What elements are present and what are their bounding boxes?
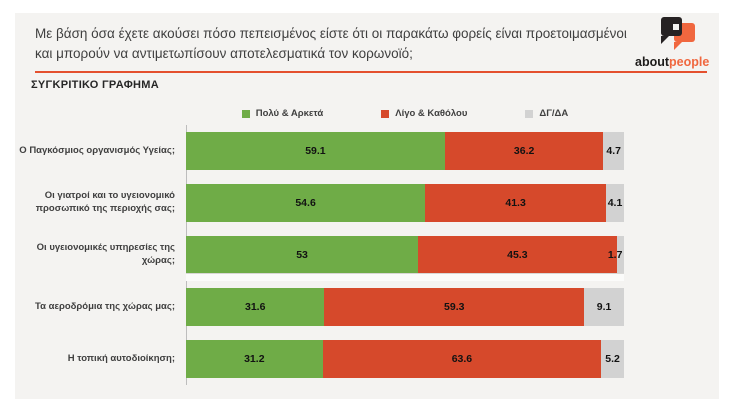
value-label: 31.6 [244,301,266,313]
stacked-bar: 31.2 63.6 5.2 [186,340,624,378]
bar-segment-red: 45.3 [418,236,617,274]
bar-segment-gray: 4.7 [603,132,624,170]
plot-area-bottom-edge [186,273,624,281]
bar-segment-green: 31.6 [186,288,325,326]
value-label: 63.6 [451,353,473,365]
value-label: 41.3 [505,197,526,209]
logo-square-hole-icon [673,24,679,30]
bar-segment-gray: 9.1 [584,288,624,326]
stacked-bar: 31.6 59.3 9.1 [186,288,624,326]
legend-label: ΔΓ/ΔΑ [539,108,569,119]
legend-swatch-red-icon [381,109,390,118]
bar-segment-green: 53 [186,236,419,274]
value-label: 5.2 [605,353,620,365]
bar-segment-green: 31.2 [186,340,323,378]
value-label: 59.3 [444,301,465,313]
value-label: 4.1 [607,197,623,209]
aboutpeople-logo-icon [653,15,703,51]
section-title: ΣΥΓΚΡΙΤΙΚΟ ΓΡΑΦΗΜΑ [31,79,159,91]
stacked-bar: 59.1 36.2 4.7 [186,132,624,170]
chart-row: Οι υγειονομικές υπηρεσίες της χώρας; 53 45… [15,229,624,281]
bar-segment-red: 36.2 [444,132,604,170]
value-label: 59.1 [305,145,326,157]
chart-row: Η τοπική αυτοδιοίκηση; 31.2 63.6 5.2 [15,333,624,385]
category-label: Τα αεροδρόμια της χώρας μας; [35,300,175,312]
bar-segment-gray: 5.2 [601,340,624,378]
value-label: 53 [296,249,308,261]
bar-segment-red: 59.3 [324,288,585,326]
stacked-bar: 53 45.3 1.7 [186,236,624,274]
legend-label: Πολύ & Αρκετά [255,108,324,119]
aboutpeople-logo: aboutpeople [635,13,710,69]
logo-black-tail-icon [661,36,669,44]
value-label: 31.2 [244,353,265,365]
legend-swatch-gray-icon [525,109,534,118]
bar-segment-green: 54.6 [186,184,426,222]
value-label: 36.2 [513,145,535,157]
legend-label: Λίγο & Καθόλου [395,108,468,119]
bar-segment-green: 59.1 [186,132,445,170]
chart-row: Τα αεροδρόμια της χώρας μας; 31.6 59.3 9.1 [15,281,624,333]
chart-legend: Πολύ & Αρκετά Λίγο & Καθόλου ΔΓ/ΔΑ [186,108,624,119]
logo-wordmark: aboutpeople [635,55,710,69]
logo-black-bubble-icon [661,17,682,36]
bar-segment-gray: 1.7 [608,236,624,274]
value-label: 54.6 [295,197,316,209]
chart-row: Οι γιατροί και το υγειονομικό προσωπικό … [15,177,624,229]
chart-row: Ο Παγκόσμιος οργανισμός Υγείας; 59.1 36.2 4… [15,125,624,177]
logo-orange-tail-icon [674,42,682,50]
slide-panel: Με βάση όσα έχετε ακούσει πόσο πεπεισμέν… [15,13,719,399]
logo-text-black: about [635,55,670,69]
legend-item-gray: ΔΓ/ΔΑ [525,108,568,119]
value-label: 45.3 [507,249,528,261]
legend-item-green: Πολύ & Αρκετά [241,108,324,119]
category-label: Οι γιατροί και το υγειονομικό προσωπικό … [35,190,175,214]
category-label: Οι υγειονομικές υπηρεσίες της χώρας; [36,242,175,266]
stacked-bar-chart: Ο Παγκόσμιος οργανισμός Υγείας; 59.1 36.2 4… [15,125,624,385]
bar-segment-red: 41.3 [425,184,607,222]
legend-item-red: Λίγο & Καθόλου [381,108,467,119]
legend-swatch-green-icon [241,109,250,118]
logo-text-orange: people [669,55,710,69]
accent-divider-line [35,71,707,73]
category-label: Ο Παγκόσμιος οργανισμός Υγείας; [19,144,175,156]
bar-segment-red: 63.6 [322,340,602,378]
question-title: Με βάση όσα έχετε ακούσει πόσο πεπεισμέν… [35,26,627,62]
value-label: 4.7 [606,145,621,157]
value-label: 9.1 [596,301,612,313]
value-label: 1.7 [607,249,623,261]
bar-segment-gray: 4.1 [606,184,624,222]
category-label: Η τοπική αυτοδιοίκηση; [67,352,175,364]
stacked-bar: 54.6 41.3 4.1 [186,184,624,222]
